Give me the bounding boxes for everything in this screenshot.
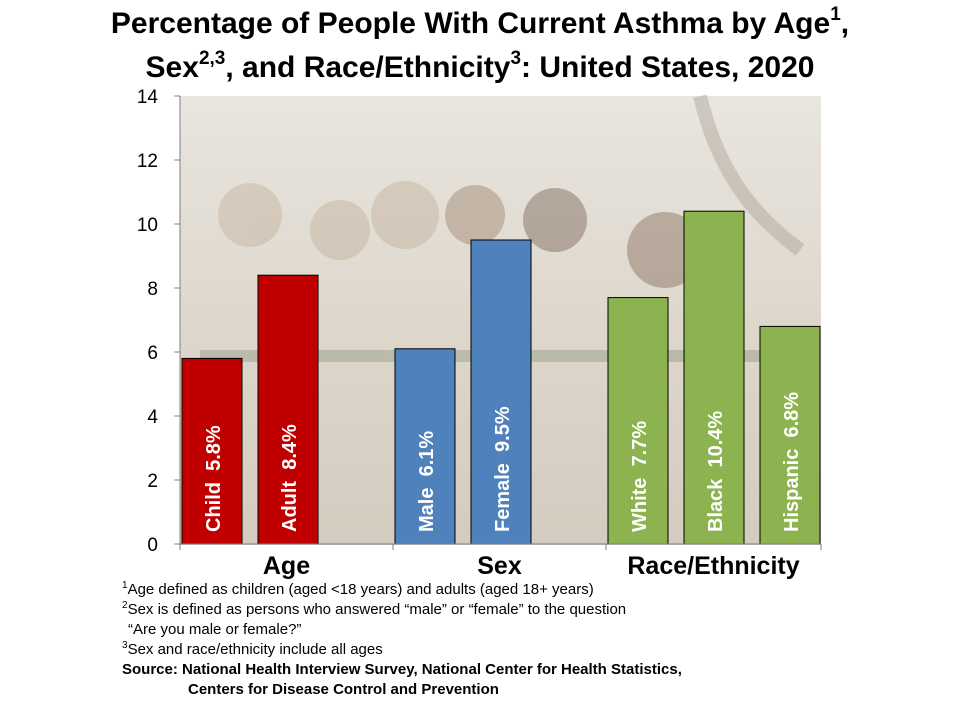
footnote-2: 2Sex is defined as persons who answered …	[122, 600, 627, 619]
bar-adult	[257, 274, 319, 545]
axes-layer: 0 2 4 6 8 10 12 14 Age Sex Race/Ethnicity	[137, 87, 822, 580]
footnote-2-continued: “Are you male or female?”	[128, 621, 302, 638]
bar-label-white: White 7.7%	[629, 421, 651, 532]
bar-label-hispanic: Hispanic 6.8%	[781, 392, 803, 532]
bar-child	[181, 357, 243, 545]
chart-title-line-1: Percentage of People With Current Asthma…	[110, 4, 850, 40]
y-tick-label: 0	[147, 535, 158, 556]
bar-black	[683, 210, 745, 545]
bar-hispanic	[759, 325, 821, 545]
y-tick-label: 4	[147, 407, 158, 428]
bar-female	[470, 239, 532, 545]
y-tick-label: 2	[147, 471, 158, 492]
bar-label-female: Female 9.5%	[492, 406, 514, 532]
bar-label-child: Child 5.8%	[203, 425, 225, 532]
bar-white	[607, 297, 669, 545]
y-tick-label: 10	[137, 215, 158, 236]
y-tick-label: 6	[147, 343, 158, 364]
chart-title: Percentage of People With Current Asthma…	[0, 2, 960, 90]
chart-title-line-2: Sex2,3, and Race/Ethnicity3: United Stat…	[145, 48, 815, 84]
bar-label-adult: Adult 8.4%	[279, 424, 301, 532]
y-tick-label: 14	[137, 87, 159, 108]
x-group-label-1: Sex	[477, 552, 522, 580]
photo-backdrop-shapes	[200, 94, 805, 362]
bar-male	[394, 348, 456, 545]
bars-layer: Child 5.8% Adult 8.4% Male 6.1% Female 9.5%…	[181, 210, 821, 545]
x-group-label-2: Race/Ethnicity	[627, 552, 799, 580]
y-tick-label: 8	[147, 279, 158, 300]
y-tick-label: 12	[137, 151, 158, 172]
footnotes: 1Age defined as children (aged <18 years…	[122, 580, 942, 700]
source-line-2: Centers for Disease Control and Preventi…	[188, 681, 499, 698]
x-group-label-0: Age	[263, 552, 310, 580]
source-line-1: Source: National Health Interview Survey…	[122, 661, 682, 678]
bar-label-black: Black 10.4%	[705, 411, 727, 532]
bar-label-male: Male 6.1%	[416, 431, 438, 532]
footnote-3: 3Sex and race/ethnicity include all ages	[122, 640, 383, 659]
footnote-1: 1Age defined as children (aged <18 years…	[122, 580, 594, 599]
